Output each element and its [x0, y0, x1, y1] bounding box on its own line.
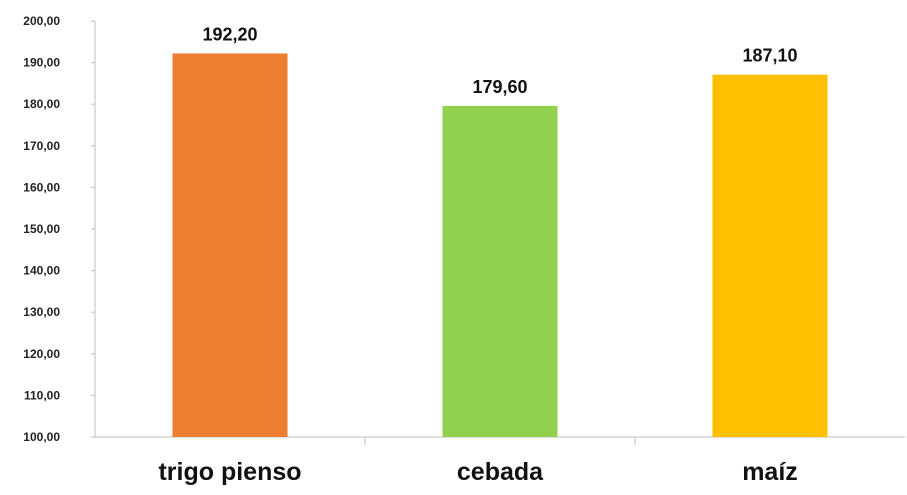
y-tick-label: 130,00: [23, 305, 60, 319]
y-tick-label: 120,00: [23, 347, 60, 361]
y-tick-label: 170,00: [23, 139, 60, 153]
data-label: 187,10: [742, 46, 797, 66]
data-label: 179,60: [472, 77, 527, 97]
bar-1: [172, 53, 288, 438]
y-axis: 100,00 110,00 120,00 130,00 140,00 150,00 160,…: [23, 14, 96, 444]
x-axis: trigo pienso cebada maíz: [95, 436, 905, 486]
y-tick-label: 110,00: [24, 388, 60, 402]
bars: [172, 53, 828, 438]
x-tick-label: trigo pienso: [158, 458, 301, 486]
data-label: 192,20: [202, 24, 257, 44]
y-tick-label: 100,00: [23, 430, 60, 444]
x-tick-label: maíz: [742, 458, 798, 486]
y-tick-label: 140,00: [23, 264, 60, 278]
bar-3: [712, 74, 828, 437]
x-tick-label: cebada: [457, 458, 544, 486]
bar-2: [442, 105, 558, 437]
y-tick-label: 160,00: [23, 180, 60, 194]
y-tick-label: 190,00: [23, 56, 60, 70]
y-tick-label: 200,00: [23, 14, 60, 28]
y-tick-label: 180,00: [23, 97, 60, 111]
data-labels: 192,20 179,60 187,10: [202, 24, 797, 96]
y-tick-label: 150,00: [23, 222, 60, 236]
